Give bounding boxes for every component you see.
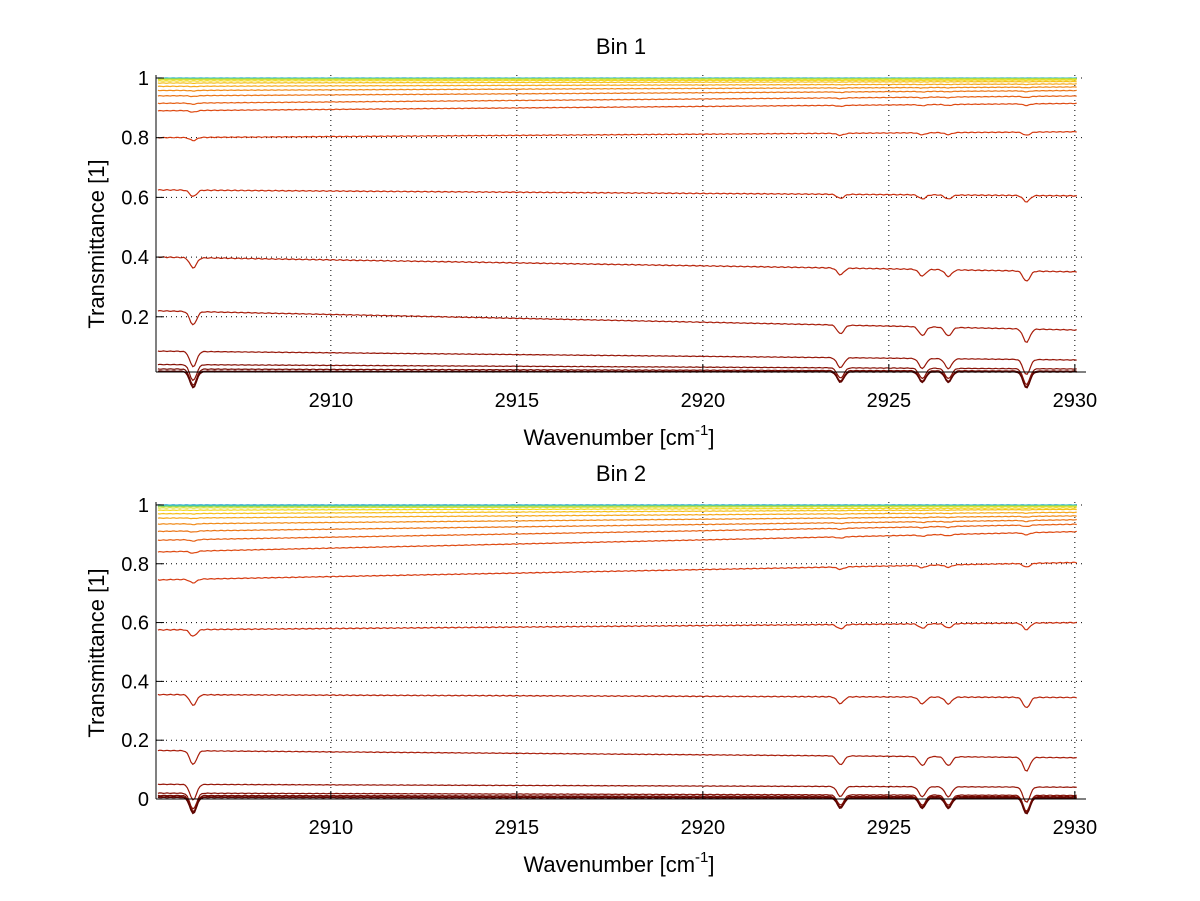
y-tick-label: 0.8 (121, 554, 149, 576)
series-line (157, 530, 1077, 554)
series-line (157, 561, 1077, 584)
series-line (157, 368, 1077, 388)
y-tick-label: 0.6 (121, 187, 149, 209)
y-tick-label: 1 (138, 495, 149, 517)
series-line (157, 83, 1077, 88)
series-line (157, 749, 1077, 772)
x-axis-label-close: ] (708, 425, 714, 450)
series-line (157, 89, 1077, 98)
series-line (157, 515, 1077, 526)
chart-panel-bin-1: Bin 1 Transmittance [1] Wavenumber [cm-1… (84, 34, 1097, 450)
series-line (157, 796, 1077, 815)
series-line (157, 504, 1077, 507)
series-line (157, 783, 1077, 803)
x-axis-label-text: Wavenumber [cm (523, 852, 695, 877)
series-line (157, 350, 1077, 376)
series-line (157, 95, 1077, 106)
series-line (157, 102, 1077, 113)
series-line (157, 508, 1077, 515)
series-line (157, 507, 1077, 512)
x-axis-label-text: Wavenumber [cm (523, 425, 695, 450)
x-axis-label-superscript: -1 (695, 422, 708, 439)
y-tick-label: 0.4 (121, 247, 149, 269)
series-line (157, 188, 1077, 203)
series-line (157, 78, 1077, 81)
y-tick-label: 0.2 (121, 730, 149, 752)
series-line (157, 794, 1077, 813)
x-tick-label: 2925 (867, 817, 912, 839)
x-tick-label: 2930 (1053, 390, 1098, 412)
x-axis-label: Wavenumber [cm-1] (523, 849, 714, 877)
chart-title: Bin 2 (596, 461, 646, 486)
series-line (157, 256, 1077, 282)
y-tick-label: 0.2 (121, 307, 149, 329)
x-tick-label: 2915 (495, 390, 540, 412)
x-tick-label: 2910 (309, 817, 354, 839)
series-line (157, 693, 1077, 709)
x-axis-label: Wavenumber [cm-1] (523, 422, 714, 450)
chart-title: Bin 1 (596, 34, 646, 59)
series-line (157, 363, 1077, 386)
series-line (157, 621, 1077, 637)
y-axis-label: Transmittance [1] (84, 568, 109, 737)
x-tick-label: 2915 (495, 817, 540, 839)
x-tick-label: 2920 (681, 390, 726, 412)
series-line (157, 79, 1077, 82)
y-axis-label: Transmittance [1] (84, 159, 109, 328)
y-tick-label: 0.6 (121, 613, 149, 635)
x-tick-label: 2920 (681, 817, 726, 839)
series-line (157, 505, 1077, 509)
series-line (157, 792, 1077, 812)
series-line (157, 80, 1077, 84)
x-tick-label: 2910 (309, 390, 354, 412)
x-tick-label: 2925 (867, 390, 912, 412)
x-axis-label-close: ] (708, 852, 714, 877)
series-line (157, 86, 1077, 92)
series-line (157, 518, 1077, 533)
chart-panel-bin-2: Bin 2 Transmittance [1] Wavenumber [cm-1… (84, 461, 1097, 877)
x-tick-label: 2930 (1053, 817, 1098, 839)
series-line (157, 523, 1077, 542)
y-tick-label: 1 (138, 68, 149, 90)
x-axis-label-superscript: -1 (695, 849, 708, 866)
y-tick-label: 0 (138, 789, 149, 811)
y-tick-label: 0.8 (121, 128, 149, 150)
series-line (157, 511, 1077, 520)
series-line (157, 309, 1077, 344)
y-tick-label: 0.4 (121, 671, 149, 693)
series-line (157, 130, 1077, 142)
